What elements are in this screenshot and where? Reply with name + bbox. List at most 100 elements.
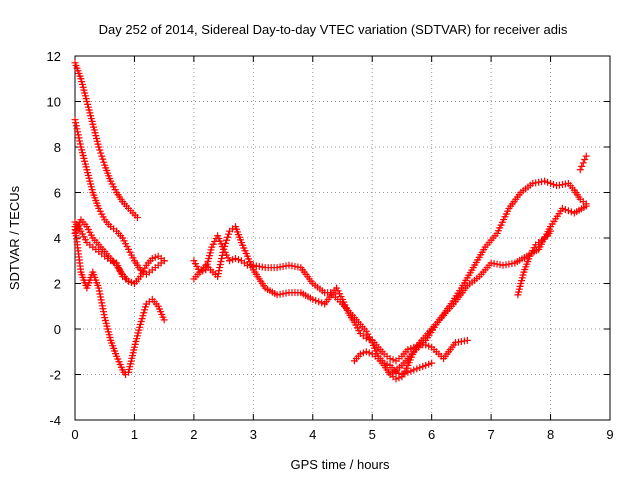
data-point	[359, 349, 367, 357]
x-tick-label: 1	[131, 427, 138, 442]
x-tick-label: 0	[71, 427, 78, 442]
data-point	[110, 258, 118, 266]
data-point	[389, 356, 397, 364]
data-point	[578, 162, 586, 170]
data-point	[223, 236, 231, 244]
y-tick-label: 2	[54, 277, 61, 292]
series-arc-9	[386, 177, 590, 378]
data-point	[581, 156, 589, 164]
data-point	[419, 363, 427, 371]
data-point	[407, 344, 415, 352]
data-point	[550, 181, 558, 189]
data-point	[576, 166, 584, 174]
data-point	[410, 366, 418, 374]
data-point	[425, 360, 433, 368]
x-tick-label: 4	[309, 427, 316, 442]
data-point	[100, 158, 108, 166]
data-point	[98, 152, 106, 160]
data-point	[541, 177, 549, 185]
data-point	[395, 374, 403, 382]
data-point	[215, 267, 223, 275]
y-tick-label: 0	[54, 322, 61, 337]
data-point	[582, 200, 590, 208]
data-point	[404, 368, 412, 376]
x-tick-label: 6	[428, 427, 435, 442]
data-point	[362, 348, 370, 356]
data-point	[582, 152, 590, 160]
y-axis-label: SDTVAR / TECUs	[7, 185, 22, 290]
data-point	[219, 248, 227, 256]
data-point	[425, 342, 433, 350]
data-point	[75, 134, 83, 142]
data-point	[318, 299, 326, 307]
x-tick-label: 3	[250, 427, 257, 442]
data-point	[218, 254, 226, 262]
series-arc-1	[71, 59, 141, 222]
data-point	[216, 264, 224, 272]
chart-title: Day 252 of 2014, Sidereal Day-to-day VTE…	[99, 22, 568, 37]
gridlines	[75, 56, 610, 420]
data-point	[224, 233, 232, 241]
data-point	[356, 350, 364, 358]
data-point	[214, 270, 222, 278]
series-arc-10	[514, 227, 555, 299]
data-point	[96, 146, 104, 154]
data-point	[404, 345, 412, 353]
data-point	[312, 297, 320, 305]
data-point	[160, 257, 168, 265]
y-tick-label: 10	[47, 95, 61, 110]
data-point	[74, 128, 82, 136]
data-point	[73, 125, 81, 133]
data-point	[148, 254, 156, 262]
x-tick-label: 2	[190, 427, 197, 442]
series-arc-5	[71, 218, 138, 287]
series-arc-11	[576, 152, 590, 174]
x-axis-label: GPS time / hours	[291, 457, 390, 472]
data-point	[72, 122, 80, 130]
data-point	[95, 143, 103, 151]
data-point	[199, 267, 207, 275]
data-point	[229, 256, 237, 264]
data-point	[234, 256, 242, 264]
data-point	[99, 155, 107, 163]
x-tick-label: 9	[606, 427, 613, 442]
data-point	[463, 336, 471, 344]
data-point	[220, 245, 228, 253]
data-point	[226, 257, 234, 265]
data-point	[309, 295, 317, 303]
data-point	[107, 257, 115, 265]
y-tick-label: -2	[49, 368, 61, 383]
data-point	[558, 204, 566, 212]
data-point	[217, 258, 225, 266]
data-point	[579, 159, 587, 167]
data-point	[127, 278, 135, 286]
data-point	[133, 214, 141, 222]
y-tick-label: -4	[49, 413, 61, 428]
x-tick-label: 5	[369, 427, 376, 442]
data-point	[71, 116, 79, 124]
data-point	[544, 178, 552, 186]
data-point	[216, 261, 224, 269]
x-tick-label: 8	[547, 427, 554, 442]
data-point	[416, 364, 424, 372]
data-point	[221, 242, 229, 250]
data-point	[407, 367, 415, 375]
y-tick-label: 12	[47, 49, 61, 64]
series-arc-2	[71, 116, 168, 278]
data-point	[315, 298, 323, 306]
data-point	[386, 355, 394, 363]
x-tick-label: 7	[487, 427, 494, 442]
data-point	[225, 230, 233, 238]
data-point	[97, 149, 105, 157]
y-tick-label: 8	[54, 140, 61, 155]
data-point	[232, 254, 239, 262]
data-point	[214, 273, 222, 281]
data-point	[413, 365, 421, 373]
data-point	[160, 316, 168, 324]
data-point	[76, 140, 84, 148]
data-point	[422, 361, 430, 369]
data-point	[362, 334, 370, 342]
